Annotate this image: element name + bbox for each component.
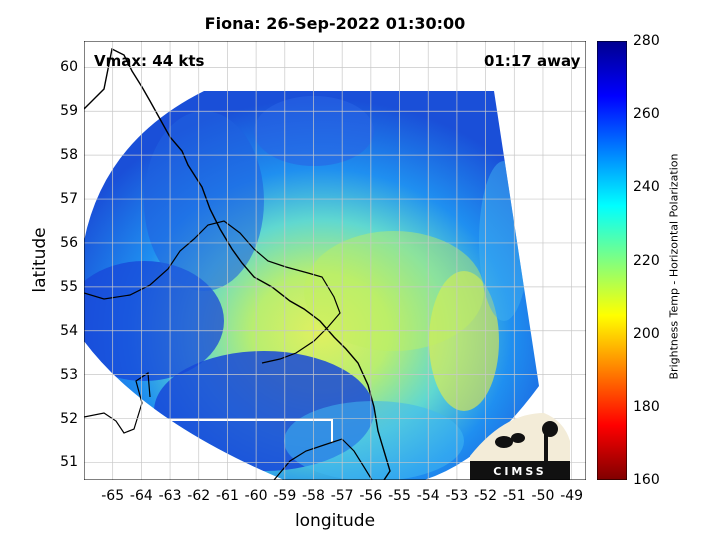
y-tick-label: 54 [60, 322, 78, 339]
colorbar-tick-label: 180 [633, 398, 660, 415]
x-axis-label: longitude [294, 511, 376, 531]
time-away-annotation: 01:17 away [484, 52, 581, 70]
cimss-logo: CIMSS [470, 413, 570, 480]
y-tick-label: 59 [60, 103, 78, 120]
coastline [84, 47, 391, 480]
colorbar-tick-label: 280 [633, 33, 660, 49]
y-tick-label: 52 [60, 410, 78, 427]
x-tick-label: -57 [330, 488, 354, 504]
coastline-south [84, 371, 373, 480]
x-tick-label: -60 [244, 488, 268, 504]
colorbar-label: Brightness Temp - Horizontal Polarizatio… [667, 153, 681, 380]
logo-text: CIMSS [493, 465, 546, 478]
y-tick-label: 57 [60, 191, 78, 208]
y-tick-label: 53 [60, 366, 78, 383]
colorbar-tick-label: 200 [633, 325, 660, 342]
x-tick-label: -49 [560, 488, 584, 504]
x-tick-label: -50 [531, 488, 555, 504]
coastline-inner [84, 220, 341, 364]
y-tick-label: 60 [60, 59, 78, 76]
colorbar-tick-label: 240 [633, 179, 660, 196]
y-axis-label: latitude [30, 227, 50, 293]
map-plot-area: CIMSS [84, 41, 586, 480]
x-tick-label: -61 [215, 488, 239, 504]
x-tick-label: -51 [502, 488, 526, 504]
y-tick-label: 56 [60, 234, 78, 251]
y-tick-label: 55 [60, 278, 78, 295]
colorbar [597, 41, 627, 480]
x-tick-label: -63 [158, 488, 182, 504]
x-tick-label: -58 [302, 488, 325, 504]
x-tick-label: -52 [474, 488, 498, 504]
vmax-annotation: Vmax: 44 kts [94, 52, 205, 70]
colorbar-tick-labels: 280 260 240 220 200 180 160 [633, 33, 673, 488]
x-tick-label: -64 [129, 488, 153, 504]
x-tick-label: -65 [101, 488, 125, 504]
province-border [146, 419, 333, 443]
y-tick-label: 51 [60, 454, 78, 471]
x-tick-label: -53 [445, 488, 469, 504]
x-tick-label: -62 [187, 488, 211, 504]
x-tick-label: -54 [416, 488, 440, 504]
colorbar-tick-label: 220 [633, 252, 660, 269]
x-tick-label: -56 [359, 488, 383, 504]
y-tick-label: 58 [60, 147, 78, 164]
colorbar-tick-label: 160 [633, 472, 660, 488]
x-tick-label: -59 [273, 488, 297, 504]
chart-title: Fiona: 26-Sep-2022 01:30:00 [204, 14, 466, 33]
x-tick-label: -55 [388, 488, 411, 504]
colorbar-tick-label: 260 [633, 106, 660, 123]
